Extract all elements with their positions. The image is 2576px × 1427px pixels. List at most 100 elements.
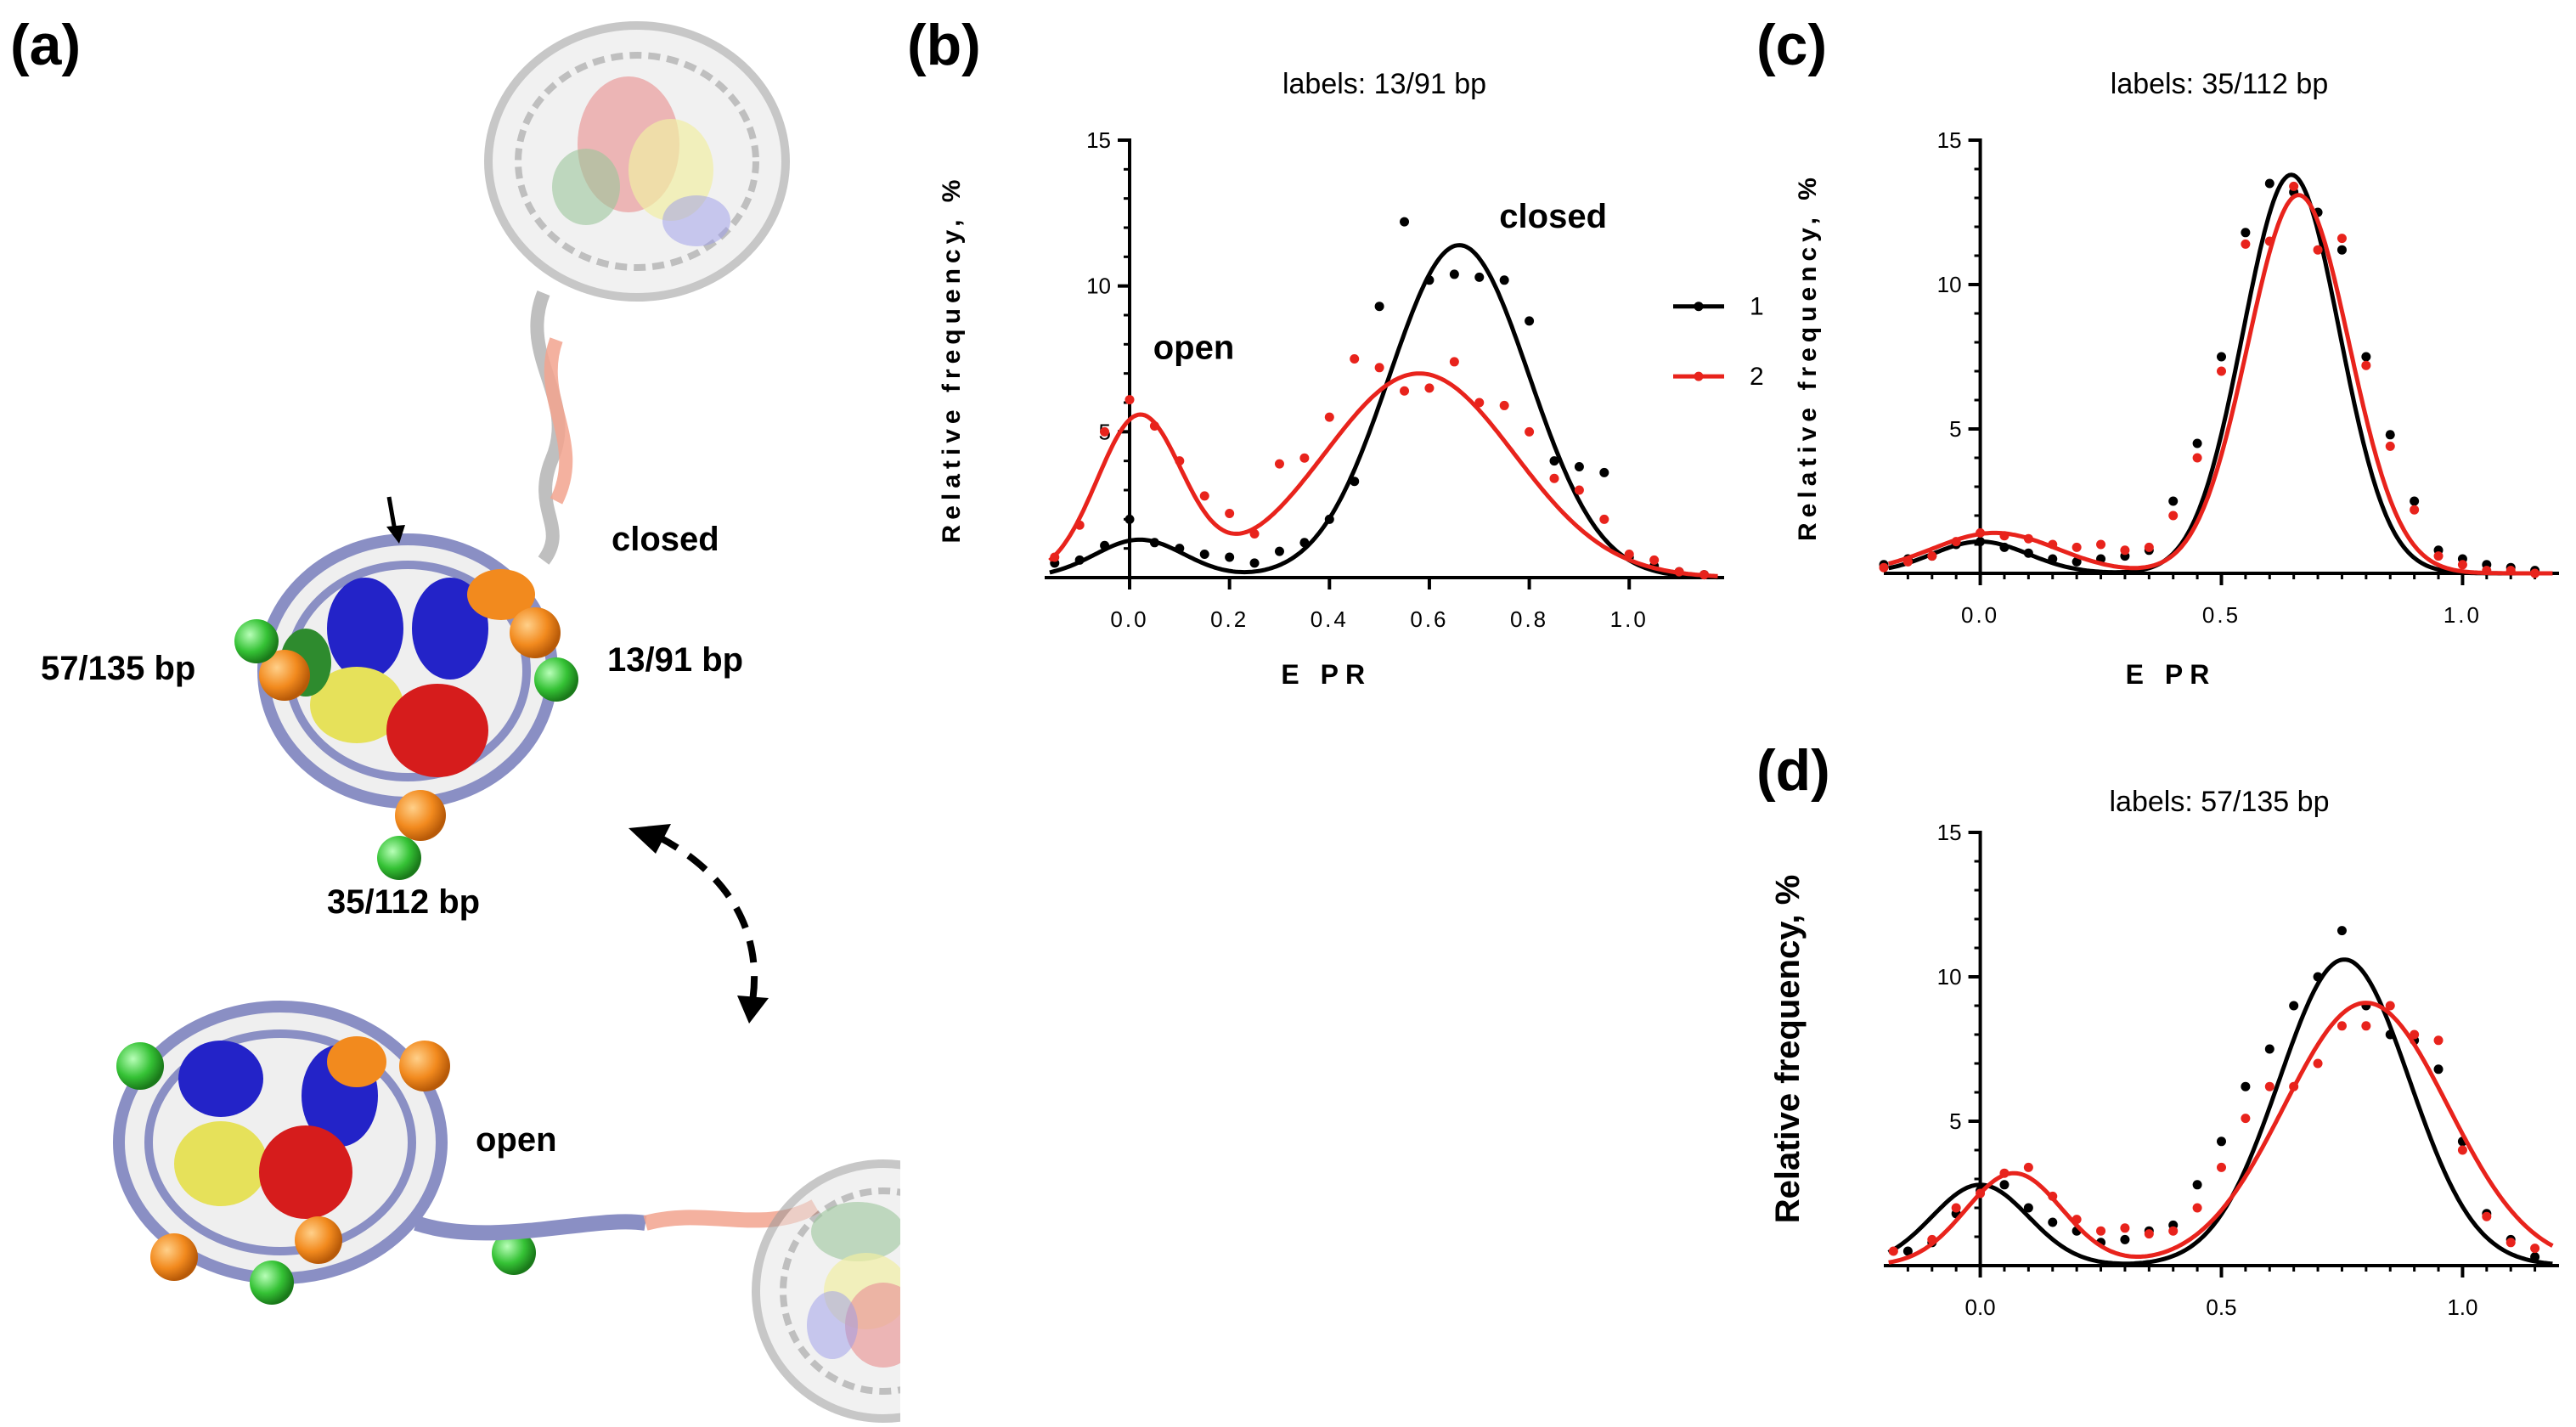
data-point [2433, 1064, 2444, 1074]
y-tick-label: 10 [1937, 964, 1962, 990]
data-point [2048, 539, 2058, 550]
data-point [1225, 508, 1235, 518]
data-point [2192, 1180, 2202, 1190]
chart-b: labels: 13/91 bp0.00.20.40.60.81.051015R… [938, 68, 1767, 690]
data-point [1976, 527, 1986, 538]
data-point [1879, 562, 1889, 572]
data-point [1299, 538, 1310, 548]
data-point [1599, 467, 1609, 477]
data-point [2192, 438, 2202, 448]
data-point [2192, 453, 2202, 463]
data-point [2120, 545, 2130, 556]
data-point [2168, 496, 2179, 506]
x-tick-label: 0.0 [1961, 602, 1999, 628]
series-1xN [1049, 217, 1718, 580]
data-point [2361, 1021, 2371, 1031]
legend-marker [1694, 371, 1704, 381]
data-point [1927, 1234, 1937, 1244]
chart-d-title: labels: 57/135 bp [2110, 786, 2330, 818]
data-point [1125, 395, 1135, 405]
panel-label-b: (b) [907, 13, 981, 77]
data-point [1424, 383, 1435, 393]
data-point [1449, 357, 1459, 367]
pointer-arrow [386, 496, 405, 544]
label-closed: closed [612, 521, 719, 558]
data-point [1350, 354, 1360, 364]
data-point [2144, 542, 2154, 552]
legend-label: 2 x N [1750, 363, 1767, 391]
data-point [1549, 473, 1559, 483]
open-nucleosome [113, 1001, 536, 1305]
legend-marker [1694, 302, 1704, 312]
closed-nucleosome [234, 533, 578, 880]
data-point [1525, 316, 1535, 326]
data-point [1976, 1188, 1986, 1199]
data-point [1951, 537, 1961, 547]
annotation-open: open [1153, 330, 1235, 367]
data-point [2385, 441, 2395, 451]
data-point [2264, 1044, 2274, 1054]
data-point [2336, 926, 2347, 936]
chart-b-x-label: E PR [1281, 659, 1372, 690]
data-point [1100, 540, 1110, 550]
data-point [2313, 972, 2323, 982]
chart-d-y-label: Relative frequency, % [1769, 875, 1807, 1224]
data-point [2048, 1191, 2058, 1201]
data-point [2241, 239, 2251, 249]
chart-c-y-label: Relative frequency, % [1794, 172, 1822, 541]
y-tick-label: 5 [1949, 1108, 1961, 1134]
data-point [2457, 1145, 2467, 1155]
data-point [1599, 514, 1609, 524]
data-point [1699, 570, 1709, 580]
data-point [2506, 1238, 2516, 1248]
data-point [1927, 551, 1937, 561]
linker-dna-closed [530, 290, 573, 565]
data-point [1574, 485, 1584, 495]
data-point [2120, 1234, 2130, 1244]
data-point [1999, 1180, 2010, 1190]
fit-curve [1888, 193, 2553, 576]
panel-label-d: (d) [1756, 738, 1830, 803]
panel-label-c: (c) [1756, 13, 1828, 77]
data-point [1050, 552, 1060, 562]
data-point [1149, 420, 1159, 431]
nucleosome-structure-illustration: closed 57/135 bp 13/91 bp 35/112 bp open [41, 21, 900, 1423]
data-point [1324, 514, 1334, 524]
label-35-112: 35/112 bp [327, 883, 480, 921]
data-point [2023, 548, 2033, 558]
data-point [2457, 560, 2467, 570]
data-point [2241, 228, 2251, 238]
data-point [1902, 556, 1913, 567]
data-point [1400, 386, 1410, 396]
data-point [1125, 514, 1135, 524]
data-point [2264, 178, 2274, 189]
data-point [1674, 567, 1684, 577]
data-point [2144, 1229, 2154, 1239]
x-tick-label: 0.0 [1110, 606, 1148, 632]
data-point [1249, 529, 1260, 539]
data-point [2482, 1211, 2492, 1221]
ghost-nucleosome-top [484, 21, 790, 302]
data-point [1951, 1203, 1961, 1213]
data-point [2410, 496, 2420, 506]
data-point [1400, 217, 1410, 227]
data-point [1249, 558, 1260, 568]
data-point [2241, 1081, 2251, 1091]
data-point [2530, 1244, 2540, 1254]
data-point [1574, 462, 1584, 472]
data-point [2096, 539, 2106, 550]
data-point [1324, 412, 1334, 422]
data-point [2264, 236, 2274, 246]
data-point [1649, 555, 1660, 565]
data-point [2217, 366, 2226, 376]
data-point [1549, 456, 1559, 466]
data-point [1976, 537, 1986, 547]
y-tick-label: 5 [1949, 416, 1961, 442]
data-point [2361, 360, 2371, 370]
data-point [1449, 269, 1459, 279]
annotation-closed: closed [1499, 198, 1607, 235]
data-point [1499, 275, 1509, 285]
data-point [1624, 550, 1634, 560]
data-point [1199, 550, 1209, 560]
data-point [1902, 1246, 1913, 1256]
